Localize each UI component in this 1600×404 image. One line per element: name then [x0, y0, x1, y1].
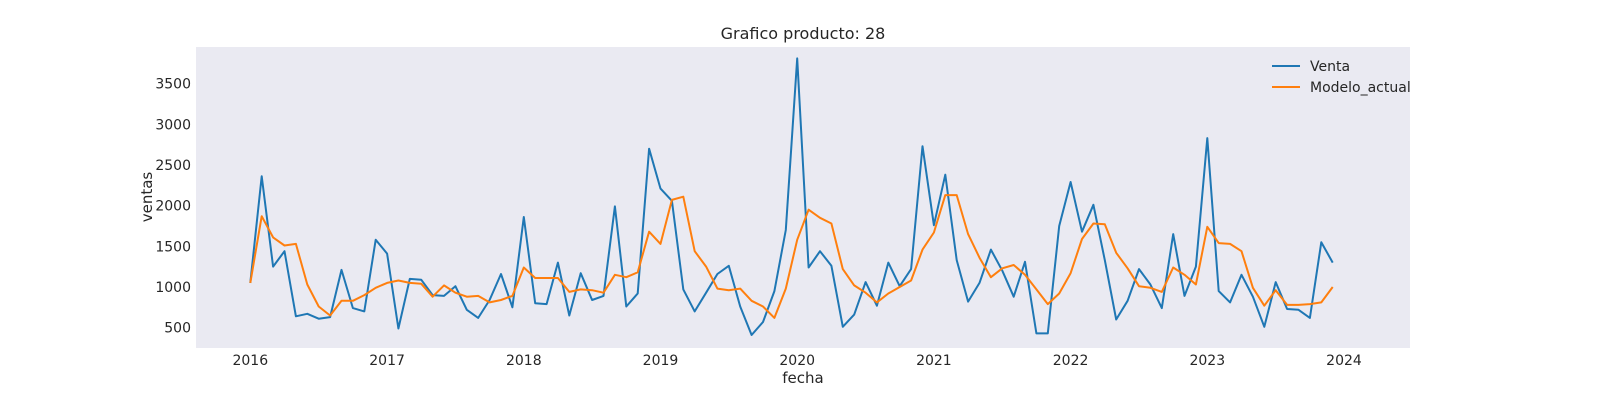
x-tick-label: 2018 — [506, 353, 542, 369]
legend: Venta Modelo_actual — [1272, 59, 1411, 96]
y-tick-label: 500 — [164, 321, 191, 337]
y-tick-label: 3000 — [155, 117, 191, 133]
x-tick-label: 2020 — [779, 353, 815, 369]
x-tick-label: 2017 — [369, 353, 405, 369]
series-line-modelo-actual — [249, 194, 1334, 319]
legend-label-modelo-actual: Modelo_actual — [1310, 80, 1411, 96]
y-axis-ticks: 500 1000 1500 2000 2500 3000 3500 — [155, 77, 191, 337]
x-tick-label: 2021 — [916, 353, 952, 369]
x-tick-label: 2023 — [1189, 353, 1225, 369]
y-axis-label: ventas — [138, 172, 156, 223]
x-tick-label: 2022 — [1053, 353, 1089, 369]
y-tick-label: 1000 — [155, 280, 191, 296]
y-tick-label: 2500 — [155, 158, 191, 174]
x-axis-label: fecha — [782, 369, 823, 387]
y-tick-label: 1500 — [155, 239, 191, 255]
x-axis-ticks: 2016 2017 2018 2019 2020 2021 2022 2023 2024 — [232, 353, 1361, 369]
y-tick-label: 3500 — [155, 77, 191, 93]
series-layer — [249, 57, 1334, 336]
y-tick-label: 2000 — [155, 199, 191, 215]
x-tick-label: 2024 — [1326, 353, 1362, 369]
legend-label-venta: Venta — [1310, 59, 1350, 75]
x-tick-label: 2019 — [643, 353, 679, 369]
plot-background — [196, 47, 1410, 348]
x-tick-label: 2016 — [232, 353, 268, 369]
chart-title: Grafico producto: 28 — [721, 24, 886, 43]
